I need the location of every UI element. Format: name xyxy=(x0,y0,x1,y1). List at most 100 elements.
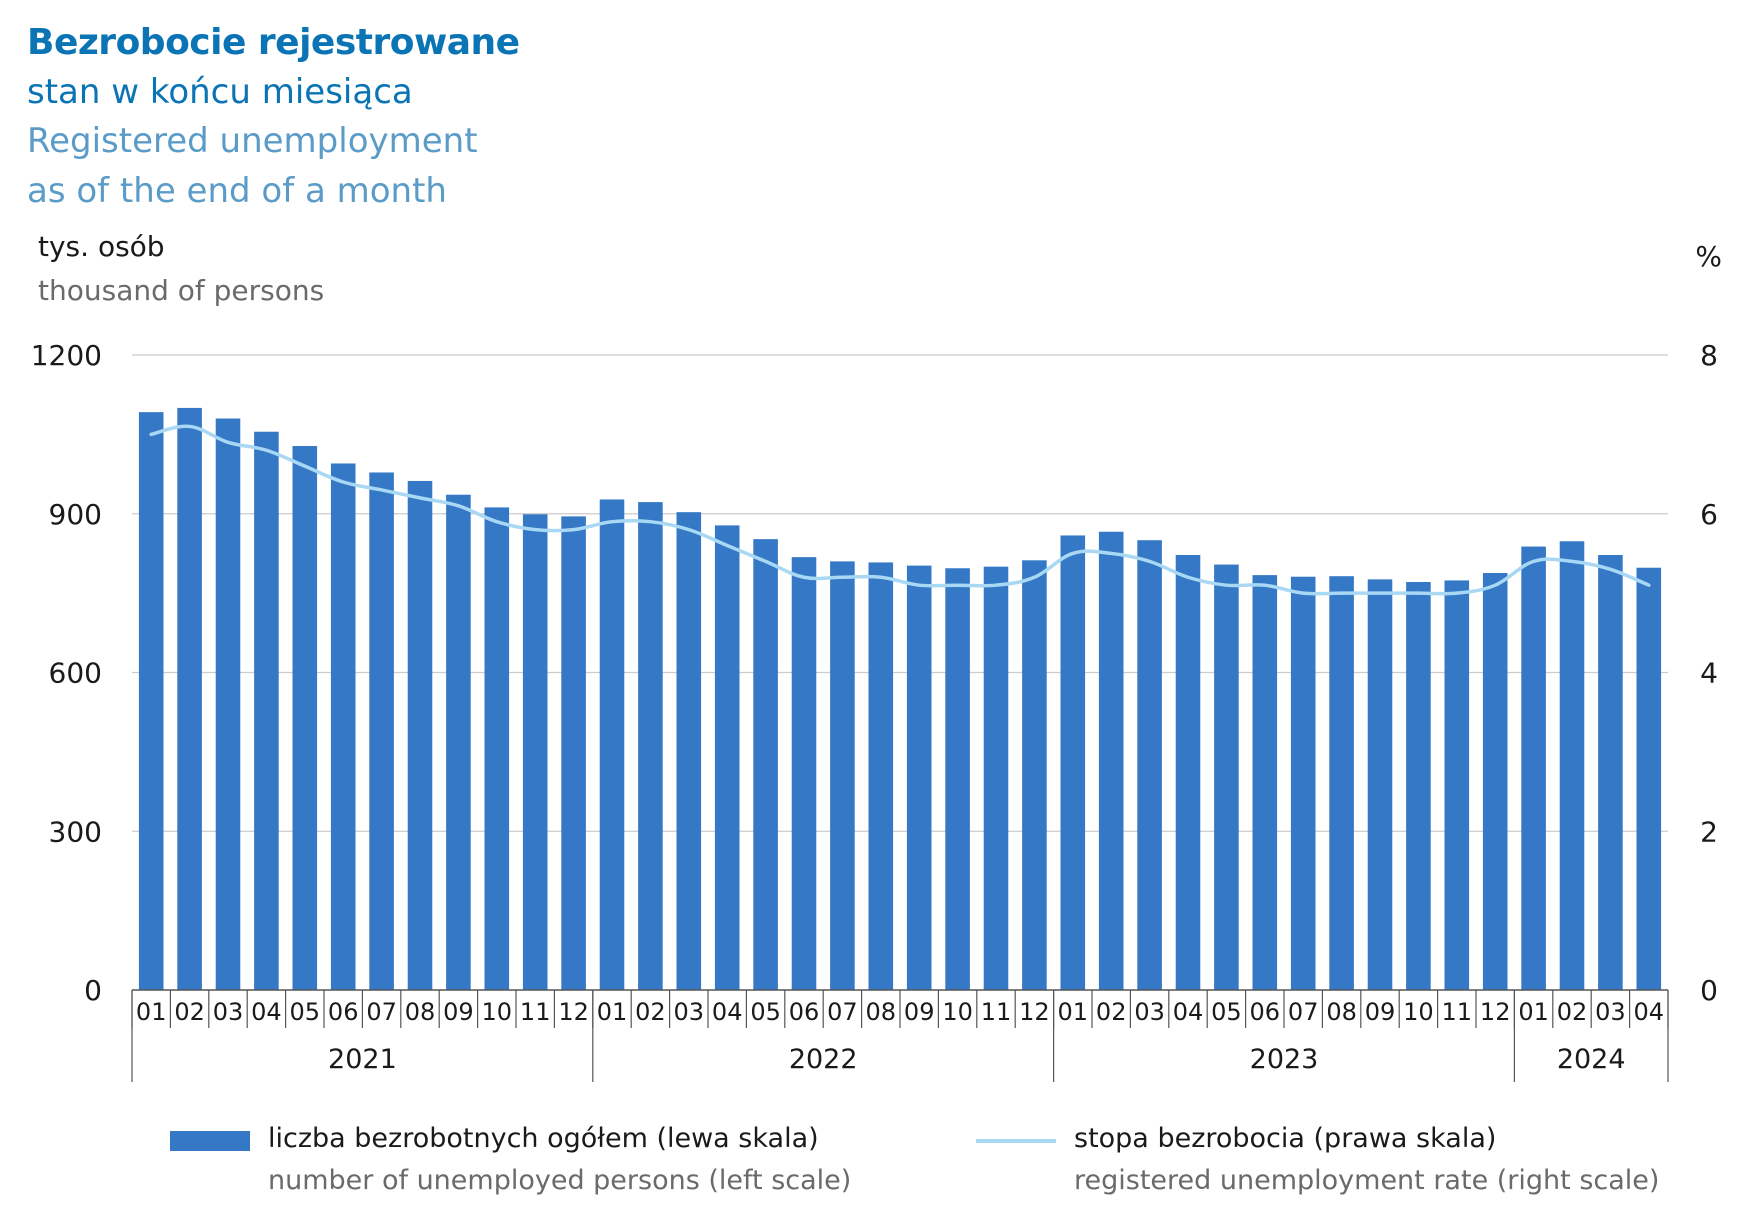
legend-line-label-pl: stopa bezrobocia (prawa skala) xyxy=(1074,1123,1497,1154)
year-label: 2021 xyxy=(328,1044,397,1075)
x-tick-label: 12 xyxy=(558,998,589,1026)
bar xyxy=(868,562,894,990)
x-tick-label: 04 xyxy=(1173,998,1204,1026)
x-tick-label: 05 xyxy=(750,998,781,1026)
y-right-tick-label: 2 xyxy=(1700,815,1718,848)
bar xyxy=(1444,580,1470,990)
bar xyxy=(1137,540,1162,990)
x-tick-label: 10 xyxy=(482,998,513,1026)
x-tick-label: 01 xyxy=(136,998,167,1026)
bar xyxy=(791,557,817,990)
x-tick-label: 02 xyxy=(1557,998,1588,1026)
x-tick-label: 03 xyxy=(1595,998,1626,1026)
bar xyxy=(906,565,932,990)
x-tick-label: 01 xyxy=(597,998,628,1026)
bar xyxy=(1482,573,1508,990)
bar xyxy=(330,463,356,991)
y-right-tick-label: 6 xyxy=(1700,498,1718,531)
bar xyxy=(407,480,433,990)
x-tick-label: 10 xyxy=(1403,998,1434,1026)
bar xyxy=(369,472,394,991)
x-tick-label: 06 xyxy=(328,998,359,1026)
bar xyxy=(1060,535,1086,990)
bar xyxy=(1636,567,1662,990)
left-axis-unit: tys. osób thousand of persons xyxy=(38,225,324,313)
legend-line-swatch xyxy=(976,1139,1056,1143)
x-tick-label: 05 xyxy=(1211,998,1242,1026)
x-tick-label: 09 xyxy=(904,998,935,1026)
x-tick-label: 08 xyxy=(1326,998,1357,1026)
year-label: 2022 xyxy=(789,1044,858,1075)
bar xyxy=(1214,564,1239,990)
x-tick-label: 04 xyxy=(251,998,282,1026)
y-left-tick-label: 300 xyxy=(49,815,102,848)
y-right-tick-label: 8 xyxy=(1700,339,1718,372)
bar xyxy=(1252,575,1278,990)
x-tick-label: 04 xyxy=(1634,998,1665,1026)
bar xyxy=(1406,582,1431,990)
x-tick-label: 07 xyxy=(366,998,397,1026)
legend-line-label-en: registered unemployment rate (right scal… xyxy=(1074,1165,1660,1196)
x-tick-label: 11 xyxy=(1442,998,1473,1026)
x-tick-label: 11 xyxy=(981,998,1012,1026)
legend-item-line: stopa bezrobocia (prawa skala) registere… xyxy=(1074,1118,1659,1202)
left-axis-unit-pl: tys. osób xyxy=(38,230,165,263)
chart-title-en: Registered unemployment xyxy=(27,121,478,161)
bar xyxy=(1367,579,1393,990)
x-tick-label: 09 xyxy=(443,998,474,1026)
bar xyxy=(522,514,548,990)
left-axis-unit-en: thousand of persons xyxy=(38,274,325,307)
title-block: Bezrobocie rejestrowane stan w końcu mie… xyxy=(27,18,520,216)
legend-item-bars: liczba bezrobotnych ogółem (lewa skala) … xyxy=(268,1118,851,1202)
right-axis-unit: % xyxy=(1695,240,1722,273)
x-tick-label: 07 xyxy=(1288,998,1319,1026)
x-tick-label: 08 xyxy=(405,998,436,1026)
x-tick-label: 03 xyxy=(1134,998,1165,1026)
x-tick-label: 01 xyxy=(1058,998,1089,1026)
x-tick-label: 10 xyxy=(942,998,973,1026)
x-tick-label: 09 xyxy=(1365,998,1396,1026)
y-left-tick-label: 900 xyxy=(49,498,102,531)
bar xyxy=(676,512,702,990)
bar xyxy=(1290,576,1316,990)
bar xyxy=(945,568,970,990)
x-tick-label: 12 xyxy=(1019,998,1050,1026)
x-tick-label: 02 xyxy=(174,998,205,1026)
bar xyxy=(138,412,164,990)
bar xyxy=(177,407,202,991)
year-label: 2023 xyxy=(1250,1044,1319,1075)
bar xyxy=(446,494,471,990)
x-tick-label: 01 xyxy=(1518,998,1549,1026)
y-left-tick-label: 1200 xyxy=(31,339,102,372)
bar xyxy=(830,561,855,990)
bar xyxy=(1521,546,1546,990)
chart-subtitle-en: as of the end of a month xyxy=(27,171,447,211)
x-tick-label: 06 xyxy=(1250,998,1281,1026)
bar xyxy=(484,507,510,990)
bar xyxy=(1175,555,1201,990)
legend-bar-swatch xyxy=(170,1131,250,1151)
x-tick-label: 03 xyxy=(213,998,244,1026)
bar xyxy=(638,502,663,990)
x-tick-label: 06 xyxy=(789,998,820,1026)
bar xyxy=(215,418,241,990)
x-tick-label: 07 xyxy=(827,998,858,1026)
x-tick-label: 02 xyxy=(1096,998,1127,1026)
x-tick-label: 04 xyxy=(712,998,743,1026)
y-right-tick-label: 0 xyxy=(1700,974,1718,1007)
bar xyxy=(292,446,318,990)
x-tick-label: 12 xyxy=(1480,998,1511,1026)
bar xyxy=(1329,576,1354,990)
bar xyxy=(1559,541,1585,990)
bar xyxy=(599,499,625,990)
x-tick-label: 05 xyxy=(290,998,321,1026)
legend-bars-label-en: number of unemployed persons (left scale… xyxy=(268,1165,852,1196)
y-left-tick-label: 600 xyxy=(49,657,102,690)
chart-title: Bezrobocie rejestrowane xyxy=(27,22,520,63)
year-label: 2024 xyxy=(1557,1044,1626,1075)
x-tick-label: 11 xyxy=(520,998,551,1026)
x-tick-label: 08 xyxy=(866,998,897,1026)
bar xyxy=(254,431,279,991)
chart-subtitle: stan w końcu miesiąca xyxy=(27,72,413,112)
